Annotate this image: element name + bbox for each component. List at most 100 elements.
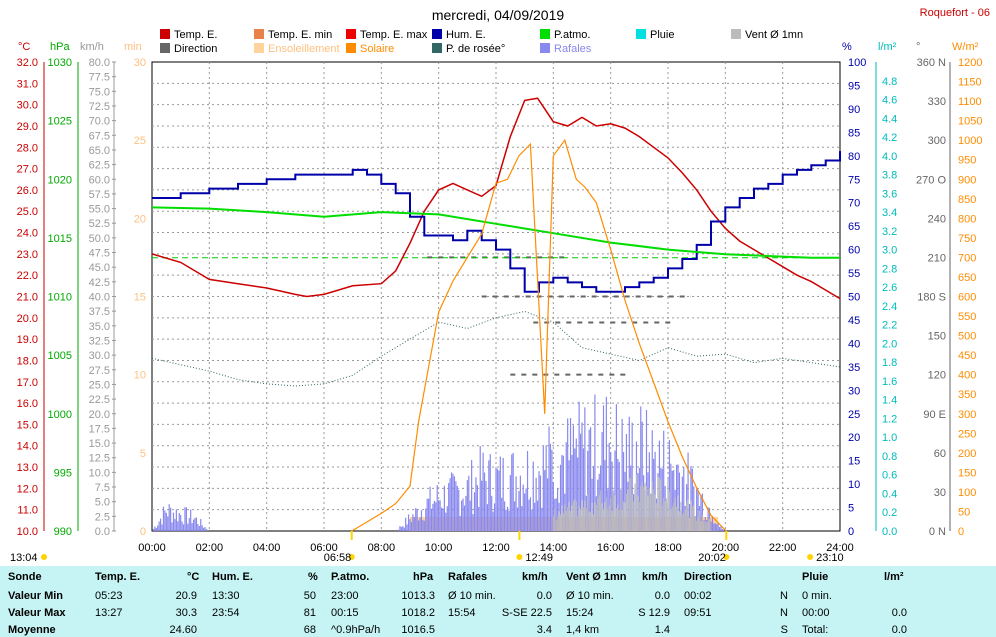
wind-tick-label: 60.0 [89,174,110,186]
temp-tick-label: 12.0 [17,483,38,495]
sun-tick-label: 10 [134,370,146,382]
rain-tick-label: 4.6 [882,95,897,107]
hum-tick-label: 45 [848,315,860,327]
temp-tick-label: 28.0 [17,142,38,154]
stats-cell: 23:54 [212,607,240,619]
sun-tick-label: 15 [134,292,146,304]
sun-tick-label: 0 [140,526,146,538]
temp-tick-label: 16.0 [17,398,38,410]
solar_noon-icon [516,554,523,560]
press-tick-label: 1010 [48,292,72,304]
wind-tick-label: 77.5 [89,72,110,84]
rain-tick-label: 0.4 [882,488,897,500]
press-tick-label: 1015 [48,233,72,245]
press-tick-label: 1005 [48,350,72,362]
wind-tick-label: 55.0 [89,204,110,216]
pressure-line [151,206,840,259]
rain-tick-label: 3.2 [882,226,897,238]
solar-tick-label: 350 [958,389,976,401]
stats-cell: 20.9 [175,590,197,602]
solar-tick-label: 100 [958,487,976,499]
legend-label: Ensoleillement [268,43,340,55]
x-tick-label: 10:00 [425,542,453,554]
rain-tick-label: 2.2 [882,320,897,332]
legend-label: P.atmo. [554,29,591,41]
wind-tick-label: 67.5 [89,130,110,142]
rain-tick-label: 2.8 [882,263,897,275]
solar-tick-label: 250 [958,428,976,440]
wind-tick-label: 17.5 [89,423,110,435]
stats-cell: 15:54 [448,607,476,619]
legend-swatch [432,43,442,53]
solar-tick-label: 0 [958,526,964,538]
stats-header-rain: Pluie [802,571,829,583]
rain-tick-label: 1.2 [882,413,897,425]
rain-tick-label: 3.4 [882,207,897,219]
wind-tick-label: 5.0 [95,497,110,509]
rain-tick-label: 3.6 [882,188,897,200]
chart-title: mercredi, 04/09/2019 [432,7,565,23]
temp-tick-label: 27.0 [17,164,38,176]
legend-swatch [346,29,356,39]
solar-tick-label: 550 [958,311,976,323]
press-tick-label: 990 [54,526,72,538]
solar-tick-label: 750 [958,233,976,245]
legend-label: Hum. E. [446,29,486,41]
legend-label: Solaire [360,43,394,55]
rain-tick-label: 1.4 [882,395,897,407]
sun-tick-label: 25 [134,135,146,147]
legend-label: Vent Ø 1mn [745,29,803,41]
stats-cell: 0.0 [891,624,907,636]
dir-tick-label: 240 [928,213,946,225]
solar-tick-label: 700 [958,252,976,264]
stats-header-rain-unit: l/m² [884,571,904,583]
dir-tick-label: 150 [928,331,946,343]
wind-tick-label: 27.5 [89,365,110,377]
stats-cell: 13:27 [95,607,123,619]
rain-tick-label: 4.4 [882,113,897,125]
wind-tick-label: 35.0 [89,321,110,333]
dewpoint-line [151,310,841,387]
stats-header-press: P.atmo. [331,571,370,583]
stats-cell: 1016.5 [401,624,435,636]
wind-tick-label: 37.5 [89,306,110,318]
wind-tick-label: 57.5 [89,189,110,201]
x-tick-label: 12:00 [482,542,510,554]
stats-cell: 24.60 [169,624,197,636]
stats-header-wind: Vent Ø 1mn [566,571,627,583]
sunset-icon [723,554,730,560]
wind-tick-label: 2.5 [95,511,110,523]
wind-tick-label: 0.0 [95,526,110,538]
weather-chart: mercredi, 04/09/2019 Roquefort - 06 Temp. … [10,7,990,564]
hum-tick-label: 85 [848,127,860,139]
hum-tick-label: 100 [848,57,866,69]
stats-cell: N [780,590,788,602]
sunrise-label: 06:58 [324,552,352,564]
wind-tick-label: 80.0 [89,57,110,69]
solar-tick-label: 1200 [958,57,982,69]
dir-tick-label: 300 [928,135,946,147]
rain-tick-label: 0.0 [882,526,897,538]
temp-tick-label: 19.0 [17,334,38,346]
stats-table: Sonde Temp. E. °C Hum. E. % P.atmo. hPa … [0,566,996,637]
x-tick-label: 16:00 [597,542,625,554]
solar-tick-label: 1100 [958,96,982,108]
hum-tick-label: 15 [848,456,860,468]
dir-tick-label: 90 E [923,409,946,421]
temp-tick-label: 13.0 [17,462,38,474]
stats-header-direction: Direction [684,571,732,583]
stats-cell: 1013.3 [401,590,435,602]
stats-row-label: Valeur Max [8,607,66,619]
press-tick-label: 1020 [48,174,72,186]
stats-header-hum-unit: % [308,571,318,583]
stats-row-label: Moyenne [8,624,56,636]
stats-header-sonde: Sonde [8,571,42,583]
hum-tick-label: 30 [848,385,860,397]
sunset-label: 20:02 [698,552,726,564]
wind-tick-label: 32.5 [89,335,110,347]
hum-tick-label: 0 [848,526,854,538]
moonset-icon [41,554,47,560]
stats-header-hum: Hum. E. [212,571,253,583]
x-tick-label: 22:00 [769,542,797,554]
legend-label: Pluie [650,29,674,41]
